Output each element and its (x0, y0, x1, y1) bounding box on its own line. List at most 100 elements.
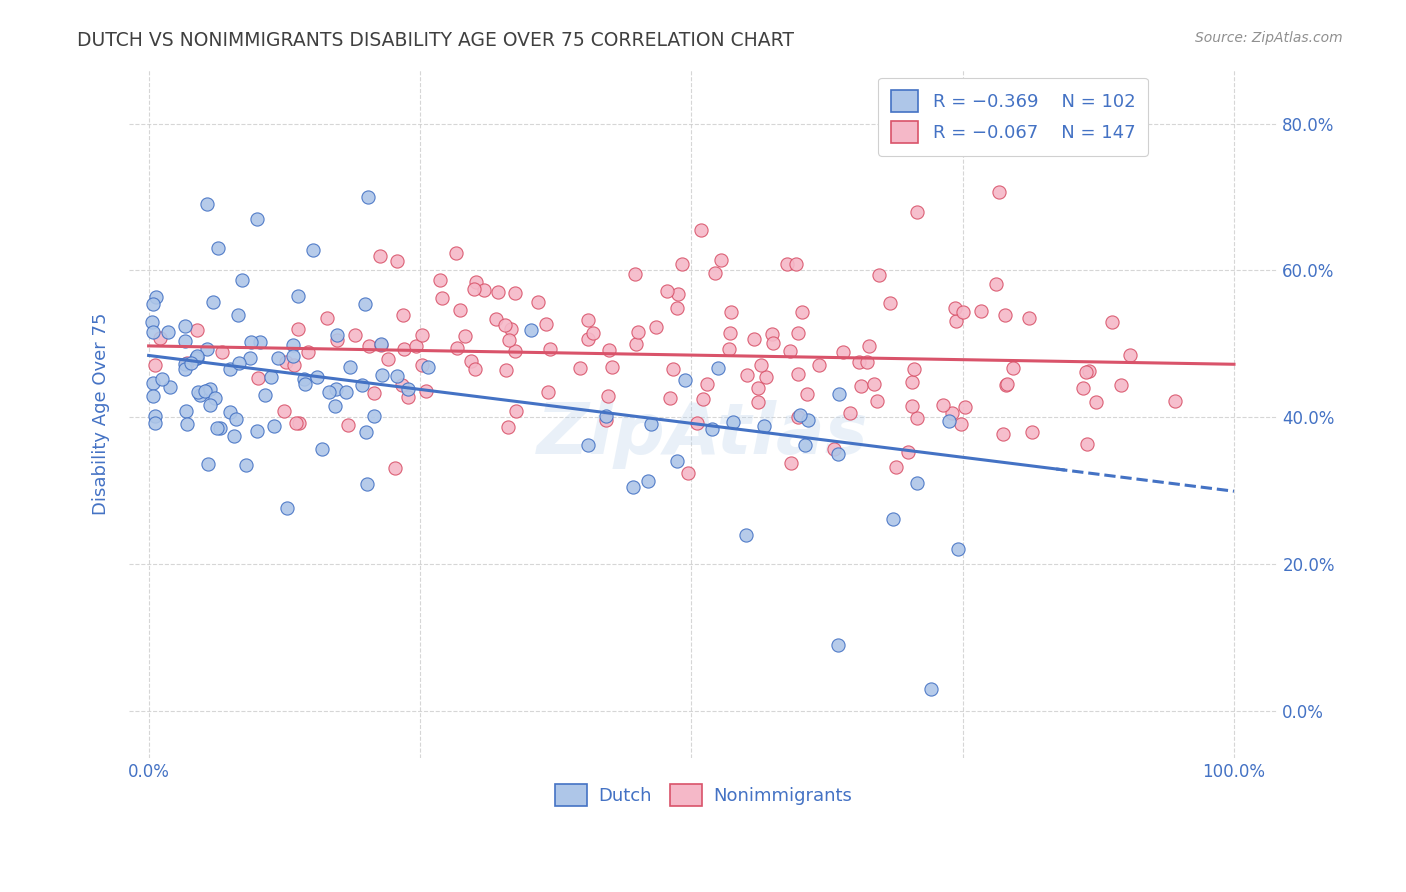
Point (385, 254, 408, 268)
Point (176, 417, 198, 431)
Point (537, 385, 560, 400)
Point (866, 394, 889, 409)
Point (297, 345, 319, 359)
Point (1018, 311, 1040, 326)
Point (143, 416, 166, 430)
Point (454, 328, 477, 343)
Point (176, 404, 198, 418)
Point (595, 409, 617, 423)
Point (796, 387, 818, 401)
Point (520, 323, 543, 337)
Point (897, 445, 920, 459)
Point (197, 457, 219, 471)
Point (1077, 364, 1099, 378)
Point (239, 351, 262, 365)
Point (486, 285, 509, 300)
Point (600, 360, 623, 375)
Y-axis label: Disability Age Over 75: Disability Age Over 75 (93, 312, 110, 515)
Point (828, 387, 851, 401)
Point (283, 349, 305, 363)
Point (396, 391, 419, 405)
Point (415, 384, 437, 399)
Point (848, 355, 870, 369)
Point (231, 273, 253, 287)
Point (357, 190, 380, 204)
Point (219, 361, 242, 376)
Point (465, 275, 488, 289)
Point (498, 334, 520, 348)
Point (685, 416, 707, 430)
Point (315, 310, 337, 325)
Point (823, 442, 845, 457)
Point (173, 318, 195, 333)
Point (779, 456, 801, 470)
Point (444, 246, 467, 260)
Point (994, 377, 1017, 392)
Point (598, 389, 620, 403)
Point (779, 344, 801, 359)
Point (658, 391, 681, 405)
Point (263, 419, 285, 434)
Point (463, 282, 485, 296)
Point (384, 461, 406, 475)
Point (945, 301, 967, 316)
Point (411, 327, 433, 342)
Point (717, 343, 740, 357)
Point (856, 355, 879, 369)
Point (1021, 425, 1043, 439)
Text: Source: ZipAtlas.com: Source: ZipAtlas.com (1195, 31, 1343, 45)
Point (302, 243, 325, 257)
Point (350, 377, 373, 392)
Point (326, 327, 349, 342)
Point (1109, 377, 1132, 392)
Point (569, 360, 592, 375)
Point (868, 268, 890, 282)
Point (702, 422, 724, 436)
Point (254, 388, 277, 402)
Point (749, 359, 772, 373)
Point (207, 421, 229, 435)
Point (145, 290, 167, 304)
Point (1071, 381, 1094, 395)
Point (1076, 437, 1098, 451)
Point (735, 527, 758, 541)
Point (624, 267, 647, 281)
Point (905, 475, 928, 490)
Point (1085, 395, 1108, 409)
Point (644, 320, 666, 334)
Point (807, 359, 830, 373)
Point (747, 381, 769, 395)
Point (720, 305, 742, 319)
Point (498, 420, 520, 434)
Point (576, 313, 599, 327)
Point (640, 417, 662, 431)
Point (292, 371, 315, 385)
Point (832, 345, 855, 359)
Point (307, 370, 329, 384)
Point (186, 351, 208, 366)
Point (240, 335, 263, 350)
Point (474, 283, 496, 297)
Point (495, 362, 517, 376)
Point (752, 419, 775, 434)
Point (696, 377, 718, 392)
Point (246, 211, 269, 226)
Point (901, 399, 924, 413)
Point (176, 356, 198, 370)
Point (988, 185, 1011, 199)
Point (627, 325, 650, 339)
Point (984, 277, 1007, 292)
Text: ZipAtlas: ZipAtlas (537, 400, 869, 468)
Point (325, 383, 347, 397)
Point (671, 257, 693, 271)
Point (174, 358, 197, 372)
Point (259, 369, 281, 384)
Point (503, 344, 526, 359)
Point (499, 322, 522, 336)
Point (690, 223, 713, 237)
Point (190, 388, 212, 402)
Point (949, 417, 972, 432)
Point (1101, 315, 1123, 329)
Point (180, 356, 202, 370)
Point (882, 512, 904, 526)
